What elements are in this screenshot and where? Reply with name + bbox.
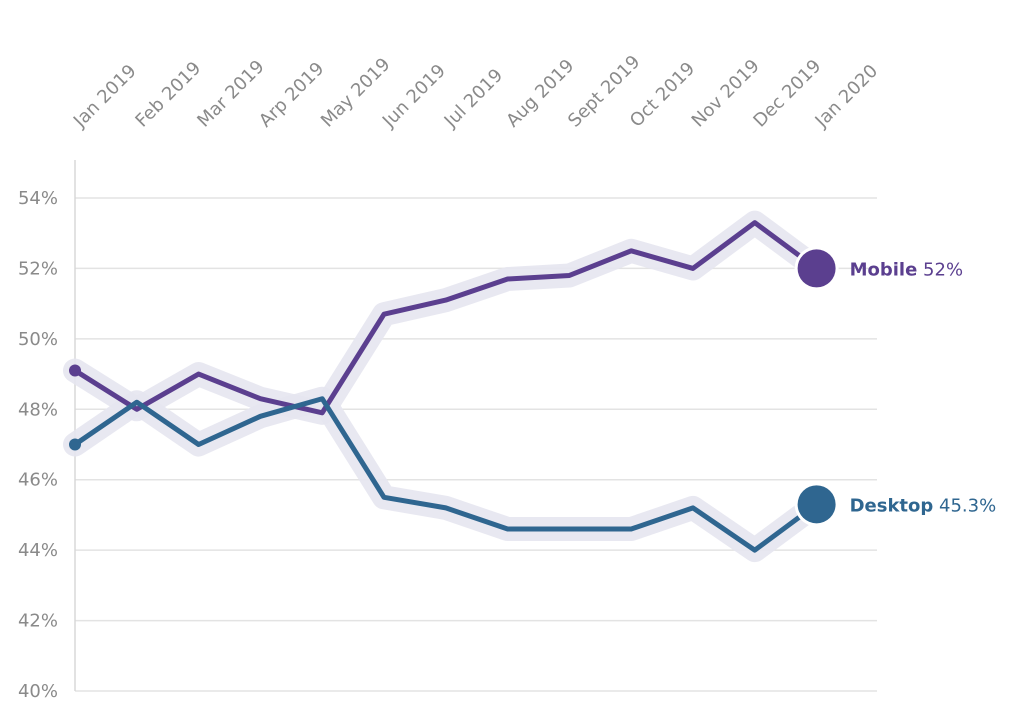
x-tick-label: Jul 2019 <box>440 65 507 132</box>
series-end-label: Mobile 52% <box>850 259 963 280</box>
y-axis: 40% 42% 44% 46% 48% 50% 52% 54% <box>18 160 76 702</box>
series-end-point <box>797 485 836 524</box>
series-end-value: 52% <box>917 259 963 280</box>
y-tick-label: 44% <box>18 540 58 561</box>
y-tick-label: 48% <box>18 399 58 420</box>
x-tick-label: Feb 2019 <box>131 58 205 132</box>
series-end-value: 45.3% <box>933 495 996 516</box>
series-line-desktop <box>72 396 820 553</box>
series-start-point <box>69 438 81 451</box>
series-halo-mobile <box>63 210 829 425</box>
series-end-label: Desktop 45.3% <box>850 495 997 516</box>
series-end-labels: Mobile 52% Desktop 45.3% <box>850 259 997 516</box>
series-name: Mobile <box>850 259 918 280</box>
y-tick-label: 50% <box>18 329 58 350</box>
y-tick-label: 46% <box>18 470 58 491</box>
series-halo-desktop <box>63 386 829 563</box>
grid-lines <box>75 197 877 692</box>
series-points <box>69 246 839 527</box>
y-tick-label: 40% <box>18 681 58 702</box>
x-tick-label: Jan 2019 <box>69 61 141 133</box>
y-tick-label: 54% <box>18 188 58 209</box>
series-end-point <box>797 249 836 288</box>
series-line-mobile <box>72 220 820 416</box>
y-tick-label: 52% <box>18 258 58 279</box>
series-lines <box>72 220 820 553</box>
series-name: Desktop <box>850 495 934 516</box>
y-tick-label: 42% <box>18 611 58 632</box>
series-halos <box>63 210 829 563</box>
series-start-point <box>69 364 81 377</box>
